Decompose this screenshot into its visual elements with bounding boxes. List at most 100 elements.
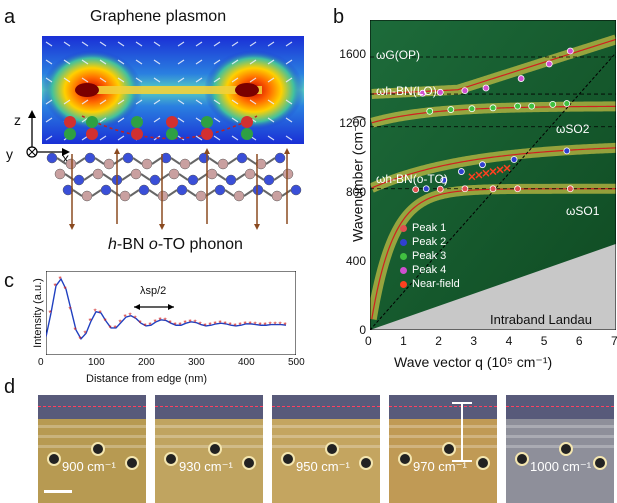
data-point xyxy=(489,104,497,112)
data-star: * xyxy=(224,320,227,329)
y-tick-label: 400 xyxy=(345,254,366,269)
axis-x-label: x xyxy=(62,150,69,166)
data-star: * xyxy=(54,282,57,291)
near-field-point xyxy=(503,164,511,172)
data-star: * xyxy=(79,335,82,344)
fringe xyxy=(155,425,263,428)
legend-item: Peak 4 xyxy=(400,264,460,278)
bracket-marker xyxy=(461,402,463,462)
nitrogen-atom xyxy=(274,152,286,164)
data-point xyxy=(422,185,430,193)
legend-swatch xyxy=(400,266,407,274)
c-x-tick: 200 xyxy=(138,357,155,368)
legend-item: Peak 2 xyxy=(400,236,460,250)
panel-b: Wavenumber (cm⁻¹) 0 400 800 1200 1600 0 1 2 3 4 5 6… xyxy=(330,0,617,375)
phonon-label-o: o xyxy=(148,236,158,253)
data-star: * xyxy=(249,320,252,329)
data-star: * xyxy=(134,314,137,323)
data-star: * xyxy=(174,321,177,330)
legend-label: Peak 2 xyxy=(412,236,447,248)
data-star: * xyxy=(129,312,132,321)
data-star: * xyxy=(179,321,182,330)
data-star: * xyxy=(279,321,282,330)
data-point xyxy=(514,185,522,193)
fringe xyxy=(38,425,146,428)
x-tick-label: 1 xyxy=(400,334,407,348)
panel-label-d: d xyxy=(4,376,16,398)
data-star: * xyxy=(214,320,217,329)
label-so2: ωSO2 xyxy=(556,122,590,136)
data-star: * xyxy=(269,321,272,330)
nitrogen-atom xyxy=(187,174,199,186)
defect-spot xyxy=(164,452,178,466)
data-star: * xyxy=(194,319,197,328)
fringe xyxy=(389,435,497,438)
legend-swatch xyxy=(400,252,407,260)
c-x-tick: 400 xyxy=(238,357,255,368)
near-field-point xyxy=(496,166,504,174)
panel-b-xlabel: Wave vector q (10⁵ cm⁻¹) xyxy=(394,354,553,370)
data-star: * xyxy=(74,326,77,335)
near-field-point xyxy=(489,168,497,176)
defect-spot xyxy=(91,442,105,456)
scale-bar xyxy=(44,490,72,493)
intensity-profile: ********** *** *** * ** * * * * * * * * * * * * * * * * * * * * *… xyxy=(46,271,296,355)
legend-swatch xyxy=(400,280,407,288)
fringe xyxy=(38,435,146,438)
data-star: * xyxy=(204,322,207,331)
edge-dashline xyxy=(155,406,263,407)
c-x-tick: 300 xyxy=(188,357,205,368)
data-star: * xyxy=(239,321,242,330)
region-label: Intraband Landau xyxy=(490,312,592,327)
y-tick-label: 0 xyxy=(359,323,366,337)
data-star: * xyxy=(169,319,172,328)
boron-atom xyxy=(119,190,131,202)
data-point xyxy=(457,168,465,175)
nitrogen-atom xyxy=(84,152,96,164)
frequency-label: 1000 cm⁻¹ xyxy=(530,459,592,474)
near-field-point xyxy=(468,173,476,181)
edge-dashline xyxy=(272,406,380,407)
label-hbn-lo: ωh-BN(LO) xyxy=(376,84,437,98)
defect-spot xyxy=(125,456,139,470)
data-star: * xyxy=(254,321,257,330)
bracket-top xyxy=(452,402,472,404)
nitrogen-atom xyxy=(176,184,188,196)
data-point xyxy=(461,87,469,95)
legend: Peak 1 Peak 2 Peak 3 Peak 4 Near-field xyxy=(400,222,460,292)
data-star: * xyxy=(259,321,262,330)
bracket-bottom xyxy=(452,460,472,462)
fringe xyxy=(506,435,614,438)
defect-spot xyxy=(476,456,490,470)
x-tick-label: 4 xyxy=(505,334,513,348)
data-star: * xyxy=(59,275,62,284)
data-star: * xyxy=(64,285,67,294)
near-field-point xyxy=(482,169,490,177)
defect-spot xyxy=(559,442,573,456)
edge-dashline xyxy=(506,406,614,407)
data-star: * xyxy=(164,316,167,325)
data-point xyxy=(482,84,490,92)
data-star: * xyxy=(264,321,267,330)
data-point xyxy=(436,88,444,96)
charge-marker xyxy=(241,116,253,140)
data-point xyxy=(566,185,574,193)
near-field-image: 900 cm⁻¹ xyxy=(38,395,146,503)
boron-atom xyxy=(92,168,104,180)
panel-label-c: c xyxy=(4,270,14,292)
data-point xyxy=(563,147,571,155)
nitrogen-atom xyxy=(122,152,134,164)
data-point xyxy=(514,102,522,110)
data-star: * xyxy=(209,321,212,330)
near-field-image: 970 cm⁻¹ xyxy=(389,395,497,503)
boron-atom xyxy=(179,158,191,170)
nitrogen-atom xyxy=(263,174,275,186)
hbn-lattice xyxy=(46,148,302,230)
x-tick-label: 0 xyxy=(365,334,372,348)
x-tick-label: 2 xyxy=(435,334,442,348)
boron-atom xyxy=(168,168,180,180)
boron-atom xyxy=(206,168,218,180)
data-star: * xyxy=(149,321,152,330)
nitrogen-atom xyxy=(100,184,112,196)
near-field-image: 1000 cm⁻¹ xyxy=(506,395,614,503)
